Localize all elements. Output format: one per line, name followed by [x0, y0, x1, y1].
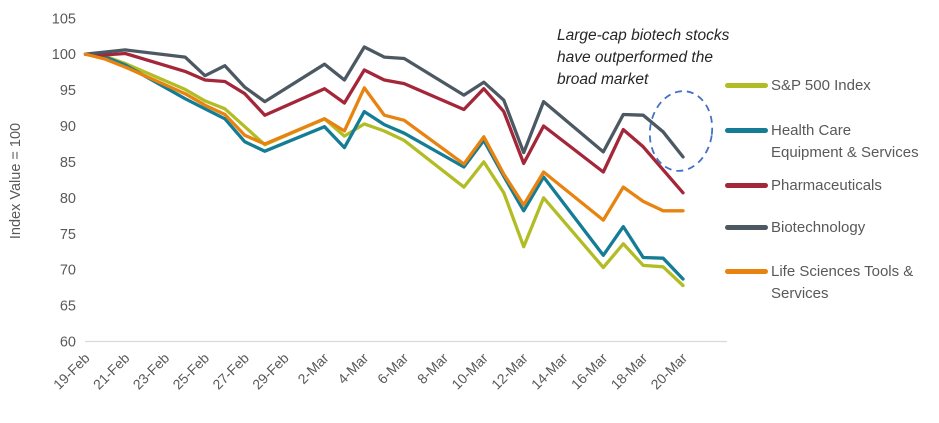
legend-item-pharmaceuticals: Pharmaceuticals — [725, 175, 882, 197]
legend-swatch-biotechnology — [725, 225, 768, 230]
x-tick-label: 2-Mar — [294, 350, 331, 387]
annotation-line: Large-cap biotech stocks — [557, 27, 730, 44]
legend-label-sp-500-index: S&P 500 Index — [771, 77, 871, 94]
x-tick-label: 21-Feb — [90, 350, 133, 393]
legend-item-health-care-equipment-services: Health Care Equipment & Services — [725, 120, 919, 164]
x-tick-label: 16-Mar — [568, 350, 611, 393]
x-tick-label: 14-Mar — [528, 350, 571, 393]
x-tick-label: 29-Feb — [249, 350, 292, 393]
y-tick-label: 60 — [60, 335, 76, 351]
x-tick-label: 8-Mar — [414, 350, 451, 387]
legend-label-health-care-equipment-services: Health Care Equipment & Services — [771, 122, 919, 161]
x-tick-label: 27-Feb — [209, 350, 252, 393]
legend-item-sp-500-index: S&P 500 Index — [725, 75, 871, 97]
x-tick-label: 20-Mar — [647, 350, 690, 393]
legend-item-life-sciences-tools-services: Life Sciences Tools & Services — [725, 261, 913, 305]
annotation-line: broad market — [557, 71, 649, 88]
x-tick-label: 6-Mar — [374, 350, 411, 387]
x-tick-label: 10-Mar — [448, 350, 491, 393]
legend-swatch-sp-500-index — [725, 83, 768, 88]
legend-label-life-sciences-tools-services: Life Sciences Tools & Services — [771, 263, 914, 302]
y-tick-label: 90 — [60, 119, 76, 135]
legend-swatch-pharmaceuticals — [725, 183, 768, 188]
series-line-life-sciences-tools-services — [83, 52, 685, 222]
y-tick-label: 75 — [60, 227, 76, 243]
legend-item-biotechnology: Biotechnology — [725, 217, 865, 239]
x-tick-label: 25-Feb — [169, 350, 212, 393]
series-line-biotechnology — [83, 45, 685, 159]
highlight-ellipse — [648, 90, 714, 172]
annotation-line: have outperformed the — [557, 49, 713, 66]
y-tick-label: 70 — [60, 263, 76, 279]
x-tick-label: 18-Mar — [608, 350, 651, 393]
y-tick-label: 85 — [60, 155, 76, 171]
legend-label-biotechnology: Biotechnology — [771, 219, 866, 236]
series-line-health-care-equipment-services — [83, 52, 685, 281]
y-axis-title: Index Value = 100 — [8, 122, 24, 240]
legend-swatch-life-sciences-tools-services — [725, 269, 768, 274]
series-line-sp-500-index — [83, 52, 685, 288]
x-tick-label: 12-Mar — [488, 350, 531, 393]
y-tick-label: 105 — [52, 11, 76, 27]
y-tick-label: 65 — [60, 299, 76, 315]
y-tick-label: 80 — [60, 191, 76, 207]
series-line-pharmaceuticals — [83, 51, 685, 195]
x-tick-label: 4-Mar — [334, 350, 371, 387]
y-tick-label: 95 — [60, 83, 76, 99]
x-tick-label: 23-Feb — [130, 350, 173, 393]
legend-label-pharmaceuticals: Pharmaceuticals — [771, 177, 882, 194]
y-tick-label: 100 — [52, 47, 76, 63]
x-tick-label: 19-Feb — [50, 350, 93, 393]
chart-annotation: Large-cap biotech stocks have outperform… — [557, 25, 767, 91]
legend-swatch-health-care-equipment-services — [725, 128, 768, 133]
